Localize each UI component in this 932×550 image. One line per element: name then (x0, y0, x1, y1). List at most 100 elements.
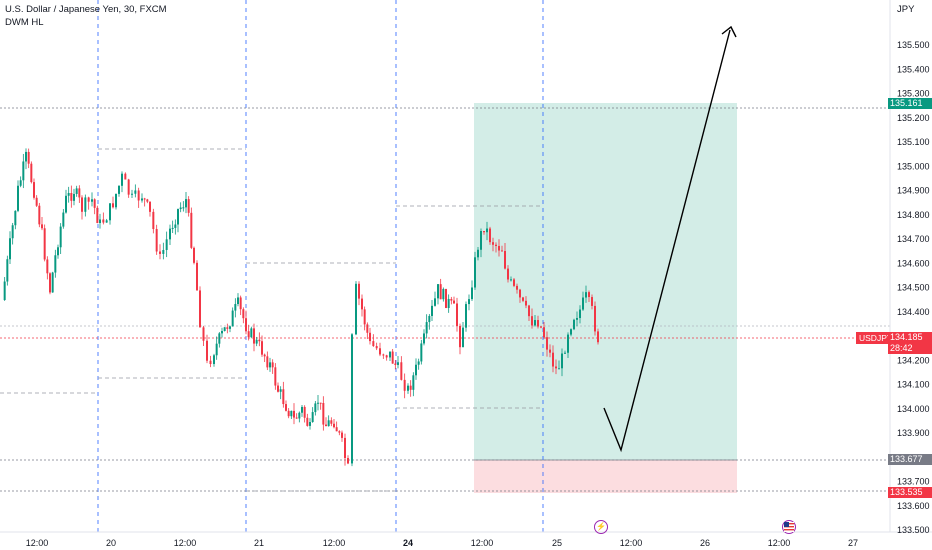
candle-body[interactable] (347, 458, 349, 464)
candle-body[interactable] (501, 250, 503, 252)
candle-body[interactable] (400, 362, 403, 380)
candle-body[interactable] (471, 287, 473, 300)
candle-body[interactable] (407, 385, 409, 391)
candle-body[interactable] (14, 210, 17, 226)
candle-body[interactable] (290, 410, 293, 417)
candle-body[interactable] (54, 255, 57, 273)
candle-body[interactable] (480, 230, 482, 250)
candle-body[interactable] (221, 331, 223, 334)
candle-body[interactable] (382, 354, 385, 356)
candle-body[interactable] (423, 333, 425, 344)
candle-body[interactable] (319, 402, 322, 404)
candle-body[interactable] (11, 225, 14, 239)
candle-body[interactable] (99, 219, 101, 224)
candle-body[interactable] (43, 228, 46, 260)
candle-body[interactable] (311, 412, 314, 423)
candle-body[interactable] (510, 279, 512, 281)
candle-body[interactable] (177, 209, 179, 225)
candle-body[interactable] (409, 385, 412, 390)
candle-body[interactable] (35, 197, 38, 206)
candle-body[interactable] (450, 298, 453, 301)
candle-body[interactable] (149, 201, 151, 212)
candle-body[interactable] (213, 355, 215, 365)
candle-body[interactable] (498, 245, 500, 251)
candle-body[interactable] (190, 212, 193, 248)
candle-body[interactable] (540, 326, 542, 328)
candle-body[interactable] (245, 318, 247, 332)
candle-body[interactable] (442, 288, 445, 300)
candle-body[interactable] (298, 412, 301, 419)
candle-body[interactable] (263, 354, 266, 357)
candle-body[interactable] (474, 257, 476, 288)
candle-body[interactable] (115, 193, 117, 208)
candle-body[interactable] (247, 331, 250, 338)
candle-body[interactable] (174, 224, 177, 228)
candle-body[interactable] (561, 353, 563, 369)
candle-body[interactable] (22, 161, 25, 181)
candle-body[interactable] (375, 346, 378, 349)
candle-body[interactable] (146, 199, 149, 202)
candle-body[interactable] (567, 334, 569, 353)
candle-body[interactable] (134, 190, 137, 194)
candle-body[interactable] (3, 281, 6, 300)
us-flag-icon[interactable] (782, 520, 796, 534)
candle-body[interactable] (279, 389, 282, 392)
candle-body[interactable] (431, 305, 433, 316)
candle-body[interactable] (25, 151, 27, 162)
candle-body[interactable] (255, 339, 258, 344)
candle-body[interactable] (366, 324, 369, 333)
candle-body[interactable] (417, 361, 420, 365)
candle-body[interactable] (372, 341, 375, 347)
candle-body[interactable] (412, 375, 415, 390)
candle-body[interactable] (394, 363, 397, 365)
candle-body[interactable] (261, 341, 263, 355)
candle-body[interactable] (285, 404, 287, 411)
candle-body[interactable] (462, 327, 464, 348)
candle-body[interactable] (78, 188, 81, 198)
candle-body[interactable] (453, 300, 455, 304)
candle-body[interactable] (9, 238, 11, 260)
candle-body[interactable] (459, 326, 461, 348)
candle-body[interactable] (239, 297, 242, 310)
candle-body[interactable] (492, 242, 494, 245)
candle-body[interactable] (309, 422, 311, 426)
candle-body[interactable] (293, 410, 295, 418)
lightning-icon[interactable]: ⚡ (594, 520, 608, 534)
candle-body[interactable] (65, 195, 67, 213)
candle-body[interactable] (301, 406, 303, 413)
candle-body[interactable] (591, 297, 593, 306)
candle-body[interactable] (525, 300, 527, 306)
candle-body[interactable] (534, 320, 536, 326)
candle-body[interactable] (231, 310, 234, 327)
candle-body[interactable] (121, 173, 123, 186)
indicator-label[interactable]: DWM HL (5, 17, 44, 28)
candle-body[interactable] (513, 279, 515, 286)
candle-body[interactable] (437, 284, 439, 299)
candle-body[interactable] (59, 226, 62, 248)
candle-body[interactable] (127, 179, 130, 195)
candle-body[interactable] (209, 360, 212, 365)
candle-body[interactable] (447, 298, 450, 308)
candle-body[interactable] (468, 299, 470, 305)
candle-body[interactable] (369, 332, 371, 342)
candle-body[interactable] (564, 352, 566, 354)
candle-body[interactable] (196, 262, 198, 291)
candle-body[interactable] (266, 356, 269, 368)
candle-body[interactable] (338, 431, 341, 433)
candle-body[interactable] (242, 309, 245, 319)
candle-body[interactable] (274, 367, 277, 386)
candle-body[interactable] (70, 192, 73, 201)
candle-body[interactable] (19, 180, 22, 186)
candle-body[interactable] (522, 297, 524, 301)
candle-body[interactable] (187, 199, 190, 213)
candle-body[interactable] (253, 328, 255, 344)
candle-body[interactable] (385, 355, 388, 358)
candle-body[interactable] (250, 328, 253, 338)
candle-body[interactable] (403, 379, 406, 391)
candle-body[interactable] (237, 297, 239, 305)
candle-body[interactable] (169, 228, 171, 240)
candle-body[interactable] (118, 185, 120, 194)
candle-body[interactable] (358, 283, 360, 299)
candle-body[interactable] (573, 319, 575, 330)
